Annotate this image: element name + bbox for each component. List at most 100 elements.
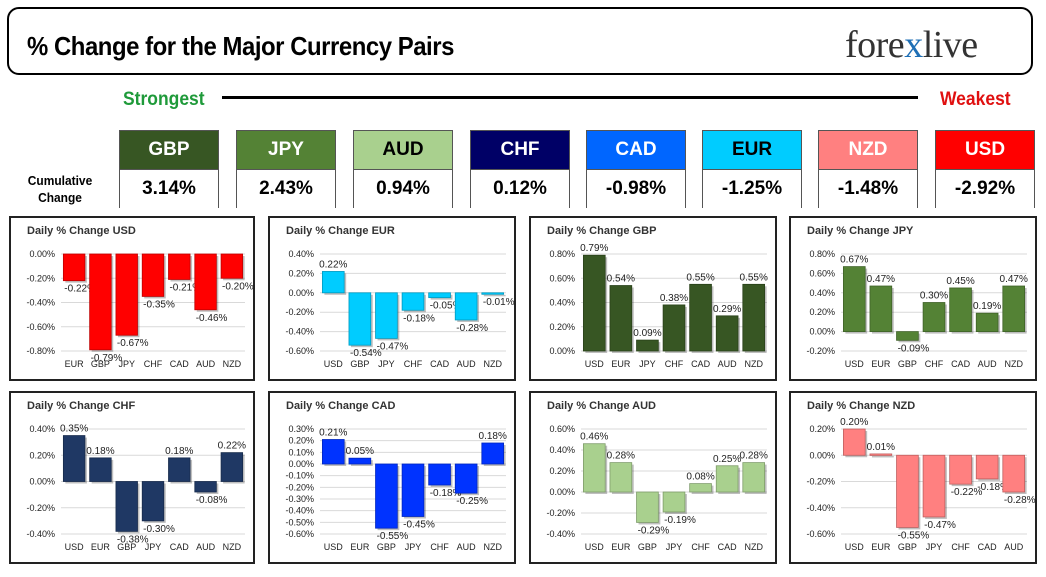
y-tick-label: -0.60% <box>806 529 835 539</box>
x-tick-label: GBP <box>898 542 917 552</box>
y-tick-label: -0.60% <box>285 529 314 539</box>
bar <box>662 304 686 352</box>
y-tick-label: 0.20% <box>288 436 314 446</box>
chart-panel-aud: Daily % Change AUD 0.60% 0.40% 0.20% 0.00% -0… <box>529 391 777 564</box>
bar <box>896 331 919 341</box>
bar <box>115 253 138 336</box>
currency-name: EUR <box>703 131 801 170</box>
data-label: -0.08% <box>196 495 228 506</box>
y-tick-label: 0.00% <box>288 288 314 298</box>
bar <box>949 287 972 332</box>
y-tick-label: 0.60% <box>549 424 575 434</box>
currency-cumulative-value: 0.94% <box>354 170 452 208</box>
x-tick-label: AUD <box>457 359 477 369</box>
y-tick-label: -0.80% <box>26 346 55 356</box>
data-label: -0.18% <box>430 488 462 499</box>
x-tick-label: EUR <box>65 359 85 369</box>
y-tick-label: -0.40% <box>285 327 314 337</box>
currency-name: GBP <box>120 131 218 170</box>
data-label: 0.09% <box>633 328 661 339</box>
data-label: -0.09% <box>898 343 930 354</box>
bar <box>742 462 766 493</box>
y-tick-label: -0.50% <box>285 517 314 527</box>
bar <box>869 453 893 456</box>
bar <box>220 253 244 279</box>
y-tick-label: -0.20% <box>26 503 55 513</box>
data-label: 0.19% <box>973 301 1001 312</box>
y-tick-label: -0.20% <box>285 307 314 317</box>
currency-name: AUD <box>354 131 452 170</box>
chart-title: Daily % Change AUD <box>547 400 657 412</box>
x-tick-label: AUD <box>1004 542 1024 552</box>
data-label: -0.25% <box>456 496 488 507</box>
x-tick-label: GBP <box>898 359 917 369</box>
bar <box>348 292 372 346</box>
bar <box>62 435 86 482</box>
bar-chart: 0.80% 0.60% 0.40% 0.20% 0.00% 0.79% USD 0.54% EU… <box>549 243 768 369</box>
bar-chart: 0.30% 0.20%0.10% 0.00% -0.10%-0.20% -0.30% -0… <box>285 424 507 552</box>
bar <box>689 483 712 493</box>
currency-name: USD <box>936 131 1034 170</box>
x-tick-label: USD <box>585 542 605 552</box>
x-tick-label: GBP <box>91 359 110 369</box>
x-tick-label: USD <box>845 359 865 369</box>
x-tick-label: GBP <box>638 542 657 552</box>
x-tick-label: GBP <box>117 542 136 552</box>
logo-text-right: live <box>922 24 978 66</box>
y-tick-label: 0.30% <box>288 424 314 434</box>
data-label: -0.20% <box>222 281 253 292</box>
bar <box>321 271 345 294</box>
x-tick-label: JPY <box>145 542 162 552</box>
chart-title: Daily % Change USD <box>27 225 136 237</box>
data-label: 0.55% <box>686 272 714 283</box>
data-label: -0.29% <box>638 525 670 536</box>
bar <box>842 428 866 456</box>
chart-panel-usd: Daily % Change USD 0.00% -0.20% -0.40% -0.60… <box>9 216 255 381</box>
x-tick-label: EUR <box>91 542 111 552</box>
bar <box>141 253 165 297</box>
chart-title: Daily % Change EUR <box>286 225 395 237</box>
bar <box>869 285 893 333</box>
y-tick-label: -0.20% <box>806 477 835 487</box>
x-tick-label: CAD <box>430 359 450 369</box>
currency-cumulative-value: -0.98% <box>587 170 685 208</box>
y-tick-label: 0.40% <box>549 298 575 308</box>
y-tick-label: 0.00% <box>809 327 835 337</box>
x-tick-label: NZD <box>1004 359 1023 369</box>
bar <box>375 292 398 339</box>
data-label: -0.28% <box>456 323 488 334</box>
x-tick-label: CHF <box>404 359 423 369</box>
chart-panel-gbp: Daily % Change GBP 0.80% 0.60% 0.40% 0.20% 0.… <box>529 216 777 381</box>
chart-title: Daily % Change JPY <box>807 225 914 237</box>
bar <box>949 454 972 485</box>
x-tick-label: JPY <box>118 359 135 369</box>
bar <box>922 454 946 518</box>
bar <box>401 292 425 311</box>
strength-scale-line <box>222 96 918 99</box>
x-tick-label: CAD <box>170 359 190 369</box>
y-tick-label: 0.20% <box>288 268 314 278</box>
y-tick-label: 0.40% <box>29 424 55 434</box>
bar <box>1002 454 1026 493</box>
y-tick-label: -0.20% <box>26 273 55 283</box>
bar <box>975 454 999 480</box>
data-label: -0.79% <box>91 353 123 364</box>
y-tick-label: -0.40% <box>285 506 314 516</box>
x-tick-label: JPY <box>639 359 656 369</box>
bar <box>321 439 345 465</box>
data-label: 0.18% <box>479 431 507 442</box>
x-tick-label: CHF <box>665 359 684 369</box>
logo-text-left: fore <box>845 24 905 66</box>
x-tick-label: CAD <box>691 359 711 369</box>
currency-box-gbp: GBP 3.14% <box>119 130 219 208</box>
bar <box>715 315 739 352</box>
data-label: -0.38% <box>117 534 149 545</box>
data-label: 0.22% <box>218 441 246 452</box>
data-label: 0.55% <box>740 272 768 283</box>
data-label: -0.01% <box>483 297 514 308</box>
chart-title: Daily % Change NZD <box>807 400 916 412</box>
x-tick-label: JPY <box>405 542 422 552</box>
bar <box>896 454 919 528</box>
data-label: 0.47% <box>867 274 895 285</box>
y-tick-label: 0.00% <box>549 346 575 356</box>
